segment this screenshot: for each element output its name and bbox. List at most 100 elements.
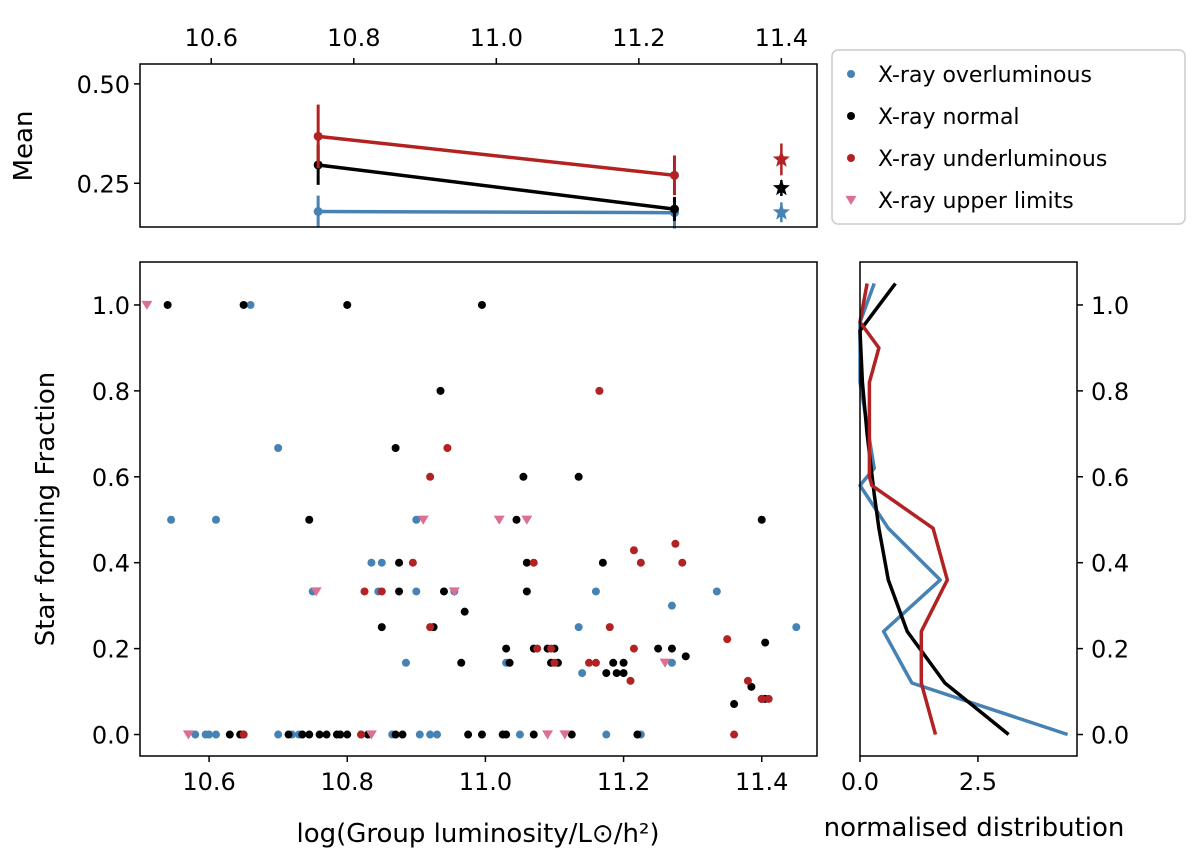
scatter-point-underluminous [629,546,638,555]
scatter-point-overluminous [712,587,721,596]
scatter-point-normal [747,682,756,691]
scatter-point-overluminous [377,558,386,567]
scatter-point-normal [619,669,628,678]
mean-panel-ytick-label: 0.25 [77,170,130,198]
scatter-panel-xlabel: log(Group luminosity/L⊙/h²) [296,819,659,849]
mean-point-overluminous [313,206,323,216]
scatter-point-overluminous [426,730,435,739]
scatter-point-normal [315,730,324,739]
scatter-panel-ticks: 10.6 10.8 11.0 11.2 11.4 0.0 0.2 0.4 0.6 0.8 1.0 [92,292,789,796]
scatter-point-normal [460,607,469,616]
scatter-point-underluminous [443,444,452,453]
mean-panel-marks [313,104,790,229]
distribution-panel-xlabel: normalised distribution [824,813,1125,843]
scatter-point-normal [654,644,663,653]
legend: X-ray overluminous X-ray normal X-ray unde… [831,49,1186,225]
scatter-point-normal [519,472,528,481]
scatter-point-upper_limits [493,515,505,525]
scatter-xtick-label: 10.6 [182,768,235,796]
scatter-point-underluminous [629,644,638,653]
scatter-point-normal [477,300,486,309]
scatter-point-normal [529,730,538,739]
scatter-point-upper_limits [448,587,460,597]
mean-star-overluminous [772,203,790,220]
scatter-point-normal [395,558,404,567]
distribution-ytick-label: 0.6 [1091,464,1129,492]
scatter-point-overluminous [574,623,583,632]
mean-line-overluminous [318,209,675,215]
scatter-point-underluminous [239,730,248,739]
mean-point-underluminous [669,170,679,180]
scatter-point-normal [305,515,314,524]
scatter-point-normal [574,472,583,481]
mean-panel-xtick-label: 10.8 [327,24,380,52]
scatter-point-overluminous [667,601,676,610]
scatter-point-normal [567,730,576,739]
scatter-point-normal [730,700,739,709]
mean-panel-xtick-label: 11.4 [755,24,808,52]
scatter-point-upper_limits [141,300,153,310]
distribution-panel-marks [858,282,1069,737]
legend-label-underluminous: X-ray underluminous [878,147,1107,172]
scatter-point-overluminous [274,730,283,739]
scatter-point-underluminous [678,558,687,567]
scatter-ytick-label: 0.6 [92,464,130,492]
scatter-point-underluminous [605,623,614,632]
scatter-point-underluminous [533,644,542,653]
scatter-point-underluminous [357,730,366,739]
mean-panel-frame [139,63,818,228]
scatter-ytick-label: 1.0 [92,292,130,320]
distribution-xtick-label: 2.5 [959,768,997,796]
scatter-point-normal [343,730,352,739]
scatter-point-overluminous [792,623,801,632]
scatter-point-underluminous [730,730,739,739]
scatter-point-underluminous [426,472,435,481]
scatter-point-normal [457,658,466,667]
legend-marker-underluminous [847,154,855,162]
scatter-point-upper_limits [182,730,194,740]
scatter-point-normal [163,300,172,309]
scatter-point-underluminous [626,676,635,685]
mean-point-normal [669,204,679,214]
scatter-point-normal [477,730,486,739]
scatter-point-underluminous [757,694,766,703]
scatter-point-underluminous [547,644,556,653]
legend-frame [831,49,1186,225]
legend-label-normal: X-ray normal [878,105,1020,130]
scatter-point-overluminous [401,658,410,667]
legend-marker-overluminous [847,70,855,78]
scatter-point-normal [239,300,248,309]
scatter-point-normal [436,386,445,395]
mean-star-normal [772,179,790,196]
mean-line-underluminous [317,134,675,178]
scatter-point-normal [761,638,770,647]
distribution-panel-ticks: 0.0 2.5 0.0 0.2 0.4 0.6 0.8 1.0 [841,292,1129,796]
scatter-point-normal [609,658,618,667]
scatter-point-upper_limits [365,730,377,740]
scatter-xtick-label: 11.4 [735,768,788,796]
scatter-xtick-label: 11.2 [597,768,650,796]
mean-panel: 10.6 10.8 11.0 11.2 11.4 0.25 0.50 Mean [9,24,818,229]
scatter-point-underluminous [636,558,645,567]
scatter-point-normal [398,730,407,739]
mean-line-normal [317,163,675,211]
scatter-point-normal [633,730,642,739]
scatter-point-upper_limits [417,515,429,525]
scatter-point-normal [464,730,473,739]
mean-panel-xtick-label: 10.6 [185,24,238,52]
legend-items: X-ray overluminous X-ray normal X-ray unde… [845,63,1107,214]
scatter-ytick-label: 0.4 [92,550,130,578]
scatter-point-normal [512,515,521,524]
scatter-point-overluminous [433,730,442,739]
scatter-point-underluminous [550,658,559,667]
scatter-point-normal [391,444,400,453]
distribution-ytick-label: 0.0 [1091,722,1129,750]
distribution-line-normal [858,282,1010,736]
mean-panel-xtick-label: 11.0 [470,24,523,52]
distribution-xtick-label: 0.0 [841,768,879,796]
scatter-point-upper_limits [659,658,671,668]
mean-panel-xtick-label: 11.2 [612,24,665,52]
legend-marker-upper_limits [845,195,857,205]
scatter-point-overluminous [205,730,214,739]
